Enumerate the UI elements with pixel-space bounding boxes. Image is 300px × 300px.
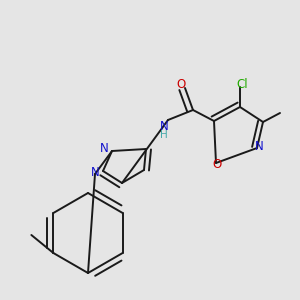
Text: Cl: Cl [236,77,248,91]
Text: N: N [160,119,168,133]
Text: N: N [255,140,263,154]
Text: N: N [91,167,99,179]
Text: H: H [160,130,168,140]
Text: N: N [100,142,108,155]
Text: O: O [176,79,186,92]
Text: O: O [212,158,222,170]
